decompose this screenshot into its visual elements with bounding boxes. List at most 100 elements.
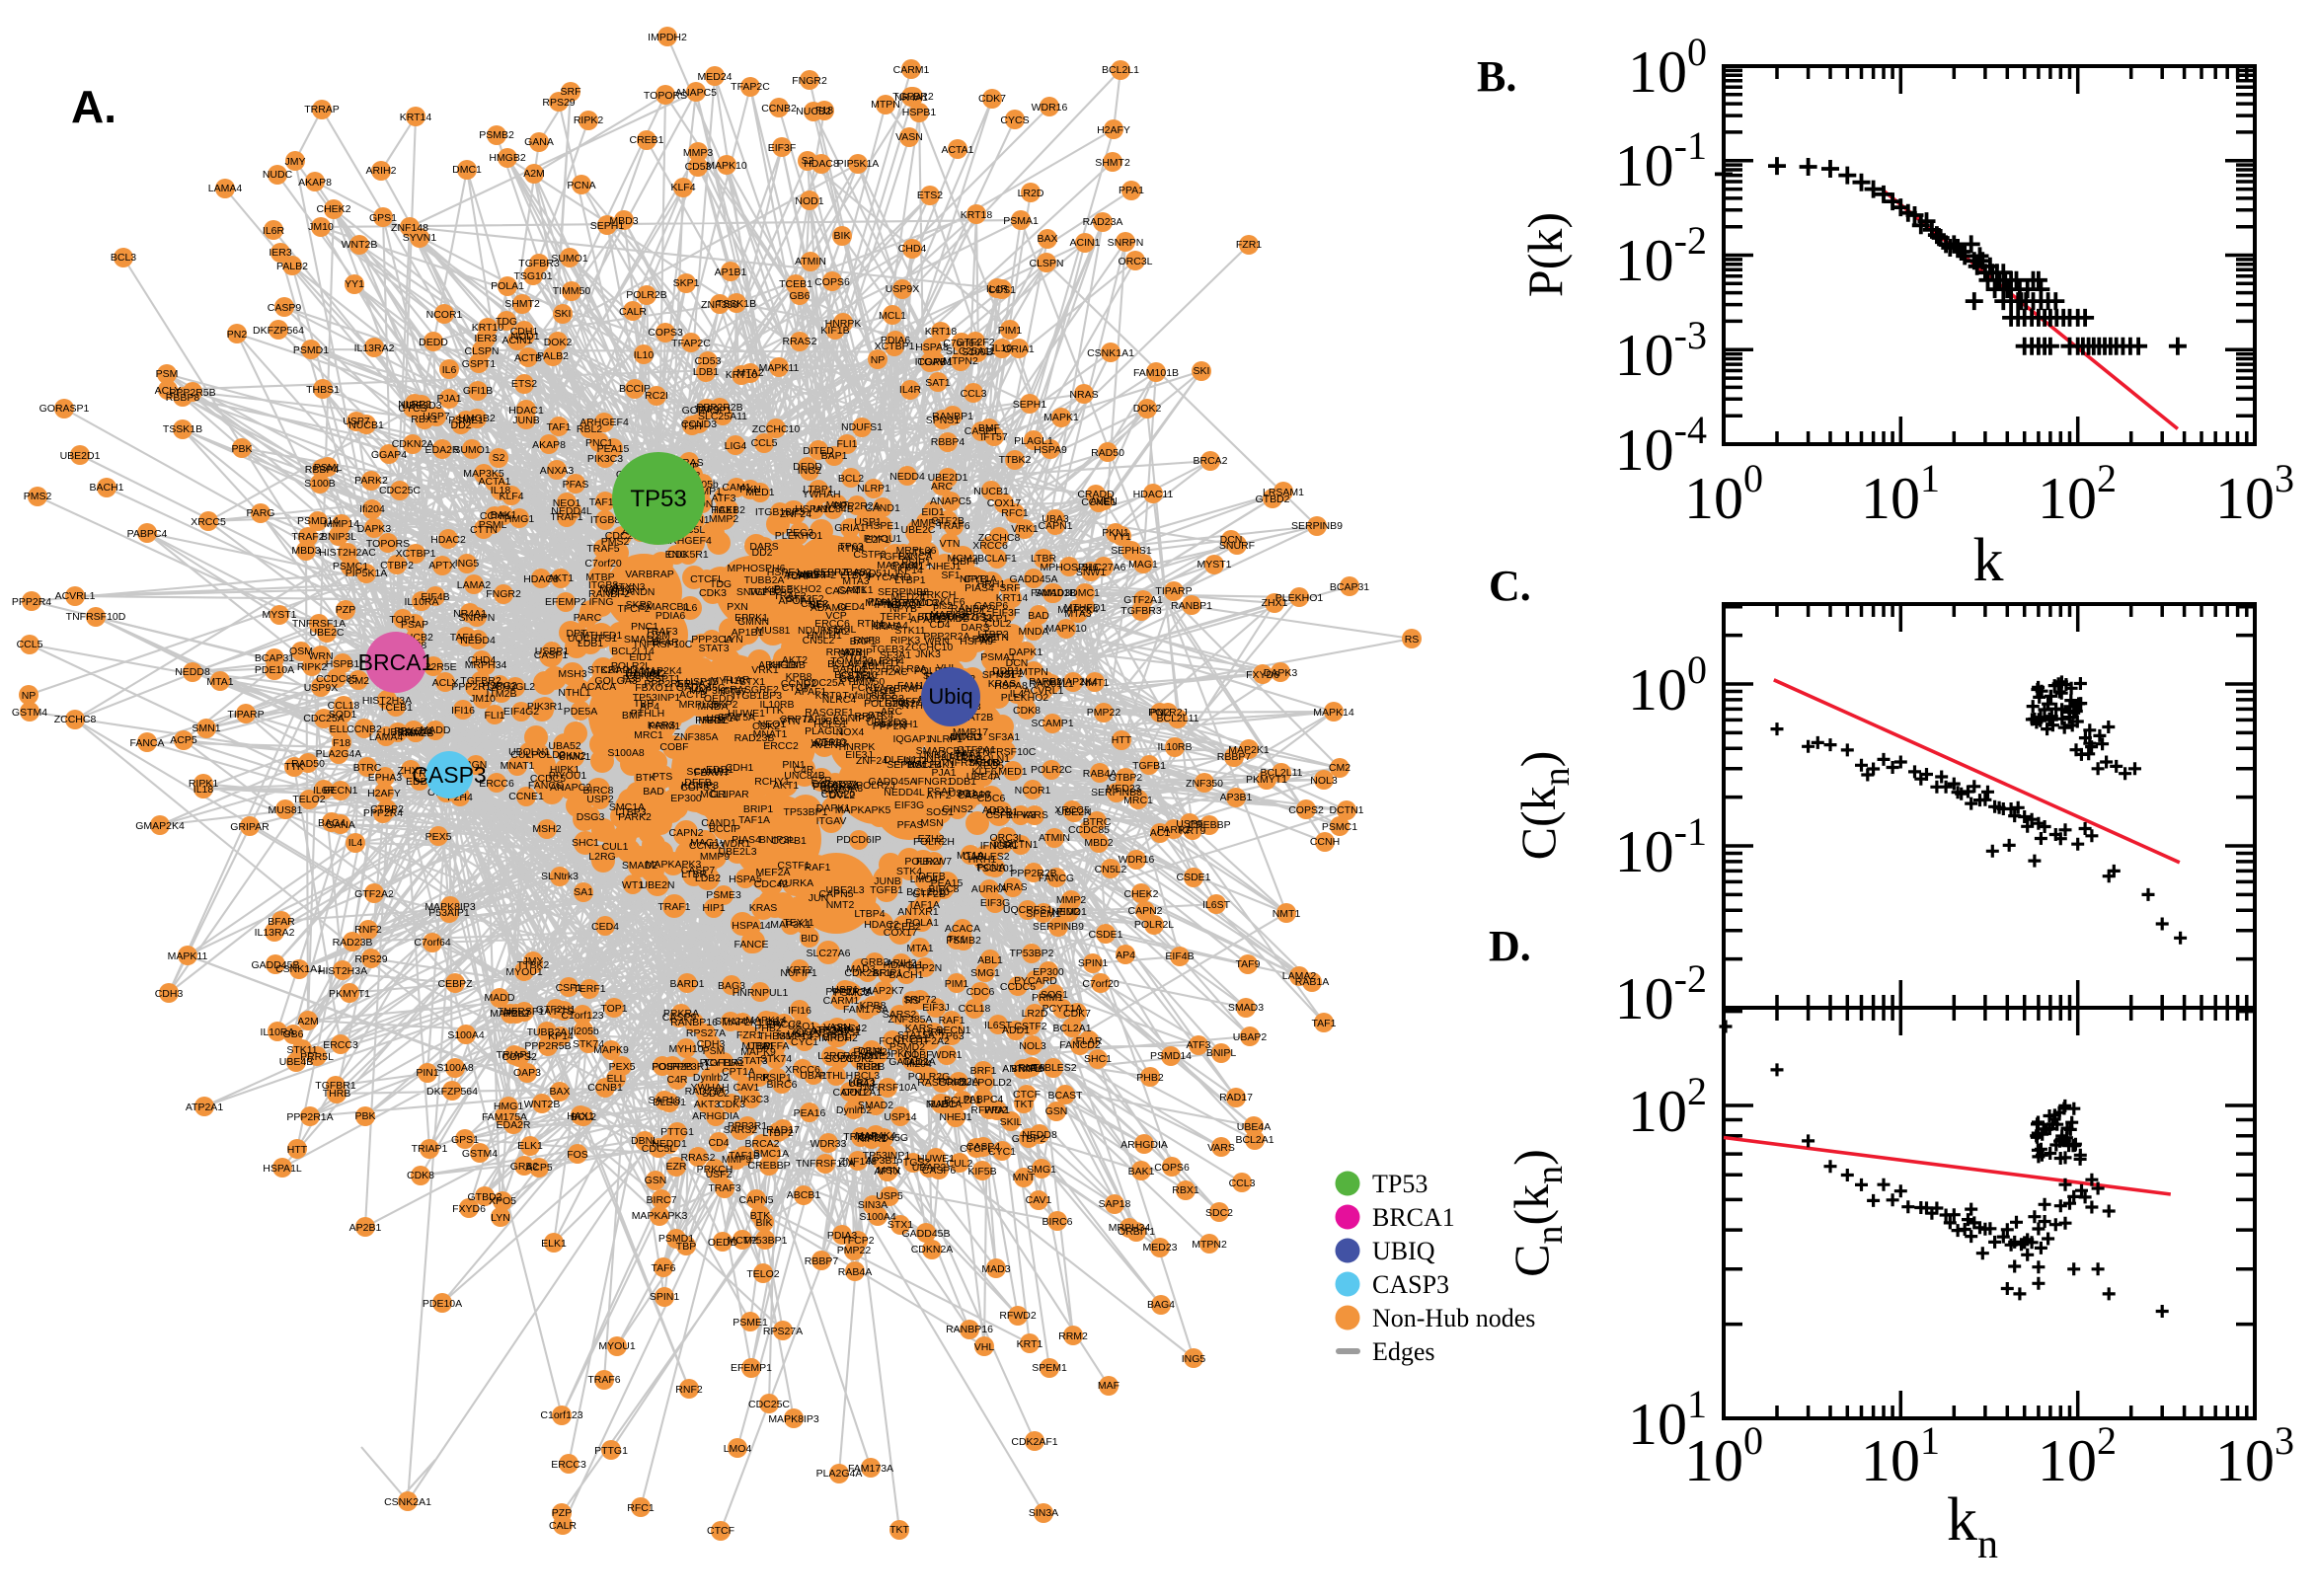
svg-text:ACTB: ACTB	[679, 689, 707, 701]
svg-text:NEDD8: NEDD8	[175, 666, 210, 678]
svg-text:ANTXR1: ANTXR1	[897, 906, 939, 918]
svg-text:MAF: MAF	[1098, 1380, 1119, 1392]
svg-text:Dynlrb2: Dynlrb2	[836, 1104, 872, 1116]
svg-text:MCM2: MCM2	[948, 553, 978, 565]
svg-text:BNIP3L: BNIP3L	[321, 531, 356, 543]
svg-text:DMC1: DMC1	[452, 164, 482, 176]
svg-text:S2: S2	[493, 452, 505, 464]
svg-text:FANCG: FANCG	[528, 780, 564, 792]
svg-text:IL10RA: IL10RA	[260, 1026, 294, 1038]
svg-text:NOD1: NOD1	[795, 195, 823, 207]
svg-text:TGFB1: TGFB1	[1132, 760, 1166, 772]
svg-text:TTBK2: TTBK2	[999, 454, 1032, 466]
svg-text:CCNB2: CCNB2	[761, 103, 797, 114]
svg-text:PTS: PTS	[653, 771, 672, 783]
svg-text:CASP3: CASP3	[412, 762, 486, 788]
svg-text:TNFRSF10D: TNFRSF10D	[66, 611, 126, 623]
svg-text:TSSK1B: TSSK1B	[163, 423, 202, 435]
svg-text:IL6: IL6	[683, 602, 698, 614]
svg-text:GSN: GSN	[645, 1175, 667, 1186]
svg-text:POLA1: POLA1	[491, 280, 524, 292]
svg-text:MAPK9: MAPK9	[593, 1044, 629, 1056]
svg-text:AP3B1: AP3B1	[1220, 792, 1253, 803]
svg-text:RPS27A: RPS27A	[763, 1326, 803, 1337]
svg-text:PHB2: PHB2	[1136, 1072, 1164, 1084]
svg-text:KRT1: KRT1	[1017, 1338, 1043, 1350]
svg-text:ERCC6: ERCC6	[814, 618, 850, 630]
svg-text:AURKA: AURKA	[971, 883, 1007, 895]
svg-text:ORC3L: ORC3L	[1118, 256, 1152, 267]
svg-text:BCL2L1: BCL2L1	[1102, 64, 1139, 76]
svg-text:GSTM4: GSTM4	[12, 707, 47, 719]
svg-text:NUDC: NUDC	[263, 169, 293, 181]
svg-text:KCNIP3: KCNIP3	[681, 780, 719, 792]
svg-text:RBBP4: RBBP4	[305, 464, 340, 476]
svg-text:STK74: STK74	[760, 1053, 792, 1065]
svg-text:TRRAP: TRRAP	[304, 104, 340, 115]
svg-text:MAPK3: MAPK3	[865, 597, 900, 609]
svg-text:FNGR2: FNGR2	[486, 588, 521, 600]
svg-text:TRAF6: TRAF6	[587, 1374, 620, 1386]
svg-text:AP2B1: AP2B1	[349, 1222, 382, 1234]
svg-text:CASP1: CASP1	[965, 425, 999, 437]
svg-text:PPP2R5B: PPP2R5B	[169, 387, 215, 399]
svg-text:BIRC8: BIRC8	[583, 785, 614, 797]
svg-text:MAP3K5: MAP3K5	[463, 468, 504, 480]
svg-text:CD53: CD53	[685, 161, 712, 173]
svg-text:POLR2A: POLR2A	[938, 1076, 978, 1088]
svg-text:TIPARP: TIPARP	[1155, 585, 1192, 597]
svg-text:ITGAV: ITGAV	[915, 356, 946, 368]
svg-text:NP: NP	[871, 354, 886, 366]
svg-text:PDE5A: PDE5A	[564, 706, 597, 718]
svg-text:POLR2J: POLR2J	[1148, 707, 1188, 719]
svg-text:EIF3G: EIF3G	[894, 799, 924, 811]
svg-text:CSNK2A1: CSNK2A1	[384, 1496, 431, 1508]
svg-text:NDUFS1: NDUFS1	[841, 421, 883, 433]
svg-text:POLR2I: POLR2I	[904, 856, 941, 868]
svg-text:UNC84B: UNC84B	[784, 770, 824, 782]
svg-text:PTTG1: PTTG1	[660, 1126, 694, 1138]
svg-text:DKFZP564: DKFZP564	[253, 325, 304, 337]
svg-text:NEDD4: NEDD4	[889, 471, 925, 483]
svg-text:TP63: TP63	[838, 541, 863, 553]
svg-text:EIF4G2: EIF4G2	[503, 706, 539, 718]
svg-text:RANBP1: RANBP1	[1171, 600, 1212, 612]
svg-text:UBAP2: UBAP2	[1233, 1031, 1268, 1043]
svg-text:AP1B1: AP1B1	[732, 627, 764, 639]
svg-text:UBA1: UBA1	[800, 1070, 827, 1082]
svg-text:PMP22: PMP22	[1087, 707, 1121, 719]
svg-text:ACTA1: ACTA1	[941, 144, 973, 156]
svg-text:SMAD3: SMAD3	[1228, 1002, 1264, 1014]
svg-text:EZH2: EZH2	[918, 833, 945, 845]
svg-text:IL4R: IL4R	[986, 283, 1009, 295]
svg-text:TRAF2: TRAF2	[291, 531, 324, 543]
svg-text:TRAF1: TRAF1	[657, 901, 690, 913]
svg-text:WDR1: WDR1	[932, 1049, 963, 1061]
svg-text:IL10RB: IL10RB	[1157, 741, 1192, 753]
svg-text:PBK: PBK	[231, 443, 252, 455]
svg-text:CCL18: CCL18	[959, 1003, 991, 1015]
svg-text:F18: F18	[815, 105, 833, 116]
svg-text:SOS1: SOS1	[926, 806, 954, 818]
svg-text:CSF1: CSF1	[986, 809, 1013, 821]
svg-text:SDC2: SDC2	[1205, 1207, 1233, 1219]
svg-text:XRCC5: XRCC5	[191, 516, 226, 528]
svg-text:TFAP2C: TFAP2C	[731, 81, 770, 93]
svg-text:PRKRA: PRKRA	[663, 1008, 699, 1020]
svg-text:VRK1: VRK1	[1011, 523, 1039, 535]
svg-text:PPP2R1A: PPP2R1A	[286, 1111, 333, 1123]
svg-text:CCNE1: CCNE1	[508, 791, 544, 802]
svg-text:ING5: ING5	[1182, 1353, 1206, 1365]
svg-text:ARHGEF4: ARHGEF4	[579, 417, 629, 428]
svg-text:DD2: DD2	[751, 547, 772, 559]
svg-text:CDK8: CDK8	[1013, 705, 1041, 717]
svg-text:COPS3: COPS3	[648, 327, 683, 339]
svg-text:PPA1: PPA1	[1119, 185, 1144, 196]
svg-text:PDE10A: PDE10A	[255, 664, 294, 676]
svg-text:CSNK1A1: CSNK1A1	[1087, 347, 1134, 359]
svg-text:CAPN2: CAPN2	[668, 827, 703, 839]
svg-text:DEDD: DEDD	[419, 337, 448, 348]
svg-text:DAPK3: DAPK3	[1264, 667, 1298, 679]
svg-text:MNAT1: MNAT1	[753, 728, 788, 740]
svg-text:MMP3: MMP3	[683, 147, 713, 159]
